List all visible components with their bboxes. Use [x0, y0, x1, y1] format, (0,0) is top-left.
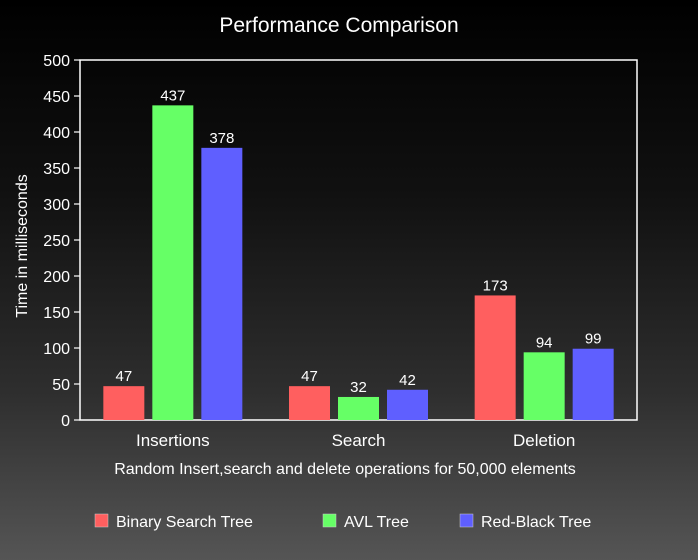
data-label: 378 — [209, 130, 234, 147]
legend-label: Binary Search Tree — [116, 514, 253, 531]
category-label: Deletion — [513, 431, 575, 450]
y-tick-label: 450 — [43, 89, 70, 106]
bar — [338, 396, 379, 420]
y-tick-label: 300 — [43, 197, 70, 214]
data-label: 42 — [399, 372, 416, 389]
data-label: 32 — [350, 379, 367, 396]
bar — [289, 386, 330, 420]
y-tick-label: 100 — [43, 341, 70, 358]
legend-swatch — [94, 513, 109, 528]
bar — [103, 386, 145, 420]
y-tick-label: 150 — [43, 305, 70, 322]
y-tick-label: 200 — [43, 269, 70, 286]
data-label: 173 — [483, 277, 508, 294]
data-label: 99 — [585, 331, 602, 348]
bar — [523, 352, 565, 420]
y-tick-label: 350 — [43, 161, 70, 178]
bar — [474, 295, 516, 420]
legend-label: Red-Black Tree — [481, 514, 591, 531]
bar — [387, 389, 428, 420]
chart-title: Performance Comparison — [219, 14, 458, 37]
y-tick-label: 0 — [61, 413, 70, 430]
legend-swatch — [322, 513, 337, 528]
y-tick-label: 400 — [43, 125, 70, 142]
legend-swatch — [459, 513, 474, 528]
y-tick-label: 250 — [43, 233, 70, 250]
data-label: 94 — [536, 334, 553, 351]
x-axis: Insertions Search Deletion — [136, 431, 575, 450]
y-tick-label: 50 — [52, 377, 70, 394]
data-label: 437 — [160, 87, 185, 104]
legend: Binary Search Tree AVL Tree Red-Black Tree — [94, 513, 591, 531]
y-axis: 0 50 100 150 200 250 300 350 400 450 500 — [43, 53, 80, 430]
category-label: Search — [332, 431, 386, 450]
category-label: Insertions — [136, 431, 210, 450]
data-label: 47 — [301, 368, 318, 385]
y-axis-title: Time in milliseconds — [14, 174, 31, 317]
bar — [201, 147, 243, 420]
bars-group: 47 437 378 47 32 42 173 94 99 — [103, 87, 614, 421]
x-axis-title: Random Insert,search and delete operatio… — [114, 461, 576, 478]
bar — [152, 105, 194, 421]
data-label: 47 — [115, 368, 132, 385]
y-tick-label: 500 — [43, 53, 70, 70]
legend-label: AVL Tree — [344, 514, 409, 531]
bar — [572, 348, 614, 420]
